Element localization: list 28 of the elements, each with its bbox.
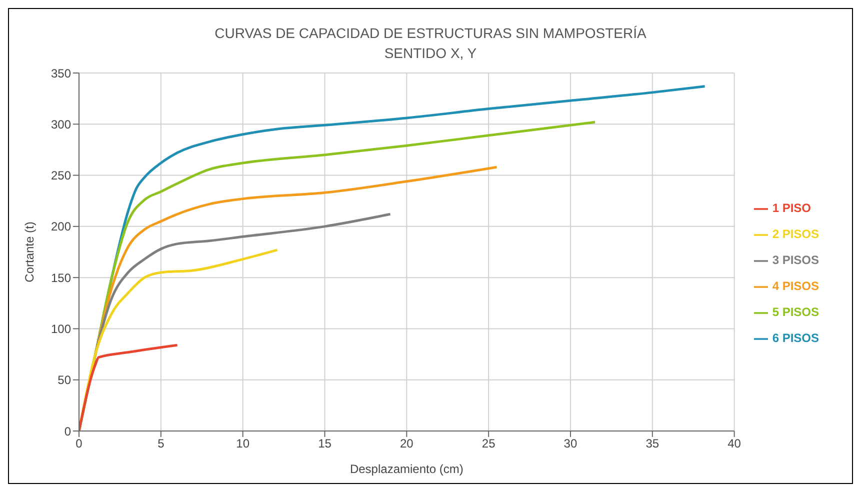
x-tick-label: 35 (646, 436, 660, 451)
y-tick-label: 250 (50, 168, 72, 183)
legend-label: 1 PISO (772, 201, 811, 215)
x-tick-label: 15 (318, 436, 332, 451)
y-tick-label: 350 (50, 66, 72, 80)
legend-label: 3 PISOS (772, 253, 819, 267)
legend-label: 5 PISOS (772, 305, 819, 319)
x-tick-label: 10 (236, 436, 250, 451)
x-tick-label: 5 (158, 436, 165, 451)
y-tick-label: 200 (50, 220, 72, 234)
legend-label: 4 PISOS (772, 279, 819, 293)
y-axis-title: Cortante (t) (22, 222, 36, 282)
x-tick-label: 0 (76, 436, 83, 451)
y-tick-label: 0 (64, 424, 72, 438)
legend-label: 2 PISOS (772, 227, 819, 241)
y-tick-label: 300 (50, 117, 72, 132)
chart-title: CURVAS DE CAPACIDAD DE ESTRUCTURAS SIN MAMPOSTERÍA (214, 24, 648, 43)
y-tick-label: 100 (50, 322, 72, 336)
x-tick-label: 40 (728, 436, 742, 451)
x-axis-title: Desplazamiento (cm) (350, 462, 464, 476)
line-series (79, 344, 179, 431)
chart-subtitle: SENTIDO X, Y (383, 44, 478, 63)
x-tick-label: 30 (564, 436, 578, 451)
y-tick-label: 150 (50, 270, 72, 285)
x-tick-label: 20 (400, 436, 414, 451)
y-tick-label: 50 (58, 373, 72, 388)
x-tick-label: 25 (482, 436, 496, 451)
legend-label: 6 PISOS (772, 331, 819, 345)
